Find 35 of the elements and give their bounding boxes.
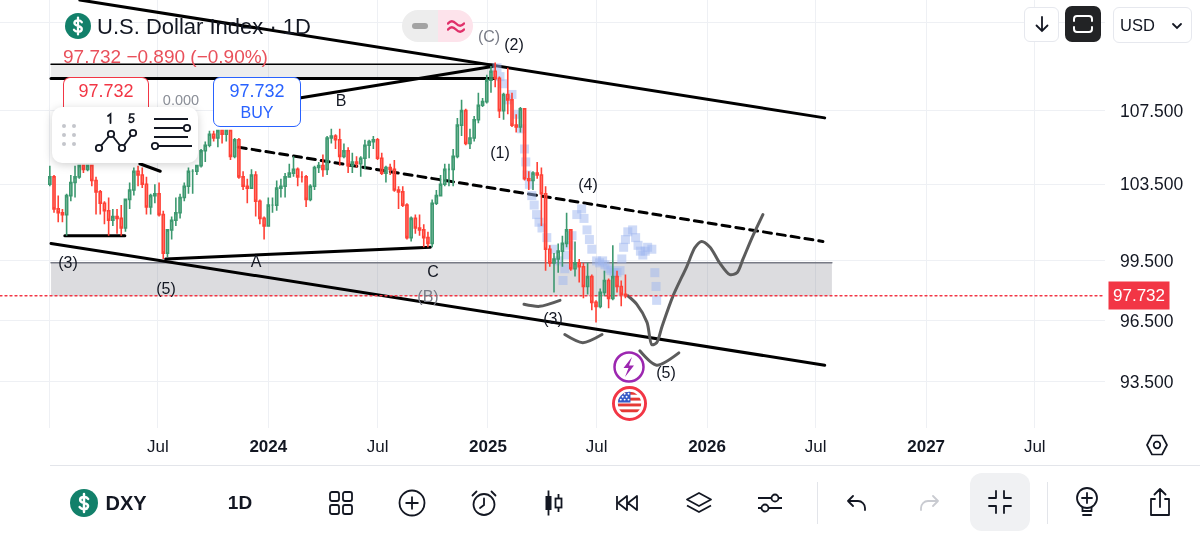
annotation: (5) bbox=[156, 279, 176, 299]
x-tick-label: Jul bbox=[366, 437, 389, 456]
x-tick-label: Jul bbox=[1023, 437, 1046, 456]
x-tick-label: 2024 bbox=[249, 437, 288, 456]
annotation: (C) bbox=[477, 27, 501, 47]
x-tick-label: 2027 bbox=[907, 437, 946, 456]
text: DXY bbox=[105, 491, 147, 515]
x-tick-label: Jul bbox=[585, 437, 608, 456]
annotation: C bbox=[427, 262, 439, 282]
annotation: B bbox=[335, 91, 347, 111]
x-tick-label: 2026 bbox=[688, 437, 726, 456]
price-button: 97.732 bbox=[63, 77, 149, 109]
annotation: 97.732 bbox=[229, 81, 285, 103]
ref-line-label: 97.732 bbox=[1113, 286, 1165, 305]
annotation: A bbox=[250, 252, 262, 272]
x-tick-label: 2025 bbox=[469, 437, 507, 456]
text: 97.732 −0.890 (−0.90%) bbox=[63, 46, 268, 68]
x-tick-label: Jul bbox=[146, 437, 169, 456]
annotation: 0.000 bbox=[162, 91, 200, 109]
y-tick-label: 107.500 bbox=[1120, 100, 1184, 121]
annotation: (3) bbox=[58, 253, 78, 273]
x-tick-label: Jul bbox=[804, 437, 827, 456]
annotation: (4) bbox=[578, 175, 598, 195]
y-tick-label: 93.500 bbox=[1120, 371, 1174, 392]
y-tick-label: 103.500 bbox=[1120, 174, 1184, 195]
y-tick-label: 99.500 bbox=[1120, 251, 1174, 272]
annotation: (5) bbox=[656, 363, 676, 383]
text: 1D bbox=[227, 492, 253, 514]
y-tick-label: 96.500 bbox=[1120, 310, 1174, 331]
annotation: BUY bbox=[240, 104, 274, 123]
annotation: (1) bbox=[490, 143, 510, 163]
buy-button: 97.732 BUY bbox=[213, 77, 301, 127]
annotation: 97.732 bbox=[78, 81, 134, 102]
currency-dropdown: USD bbox=[1113, 7, 1192, 43]
annotation: (2) bbox=[504, 35, 524, 55]
